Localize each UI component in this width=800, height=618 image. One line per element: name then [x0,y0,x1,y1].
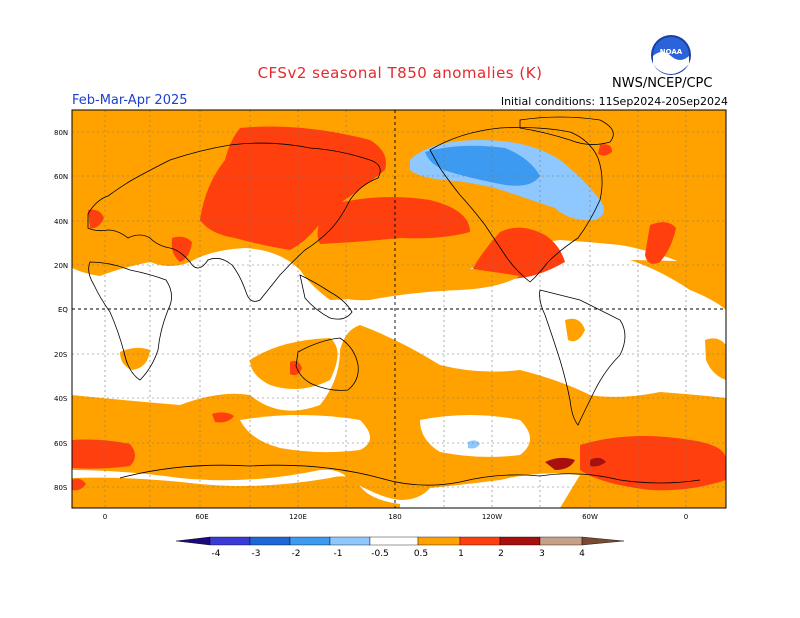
colorbar-segment [369,536,419,546]
initial-conditions: Initial conditions: 11Sep2024-20Sep2024 [500,95,728,108]
lat-labels: 80N 60N 40N 20N EQ 20S 40S 60S 80S [54,129,68,492]
agency-label: NWS/NCEP/CPC [612,76,713,91]
coastlines [87,116,701,486]
colorbar-label: 0.5 [414,549,428,559]
colorbar-label: -4 [212,549,221,559]
map-frame [71,109,727,509]
red-anomaly-south-atlantic [72,439,135,469]
noaa-logo-icon: NOAA [651,35,691,75]
lon-label: 0 [684,513,688,521]
map-title: CFSv2 seasonal T850 anomalies (K) [257,64,543,82]
lat-label: EQ [58,306,68,314]
lat-label: 20S [54,351,68,359]
colorbar-arrow-left [175,536,211,546]
colorbar-segment [417,536,461,546]
colorbar-label: -3 [252,549,261,559]
colorbar-segment [499,536,541,546]
colorbar-segment [539,536,583,546]
forecast-period: Feb-Mar-Apr 2025 [72,93,188,108]
lat-label: 60N [54,173,68,181]
map-fields [72,110,726,508]
colorbar-segment [329,536,371,546]
lon-label: 60W [582,513,598,521]
warm-anomaly-central-pacific [320,262,520,301]
lon-label: 60E [195,513,208,521]
lon-label: 180 [388,513,401,521]
colorbar-segment [289,536,331,546]
colorbar-segment [459,536,501,546]
colorbar-label: 4 [579,549,585,559]
lat-label: 80S [54,484,68,492]
lat-label: 80N [54,129,68,137]
lon-label: 0 [103,513,107,521]
red-anomaly-pacific [317,196,470,244]
colorbar-label: -1 [334,549,343,559]
lat-label: 20N [54,262,68,270]
lat-label: 60S [54,440,68,448]
colorbar-segment [209,536,251,546]
colorbar-label: 2 [498,549,504,559]
colorbar-label: -0.5 [371,549,389,559]
lat-label: 40S [54,395,68,403]
red-anomaly-asia [200,126,386,250]
logo-text: NOAA [660,48,683,56]
colorbar-segment [249,536,291,546]
lon-labels: 0 60E 120E 180 120W 60W 0 [103,513,688,521]
colorbar-arrow-right [581,536,625,546]
red-anomaly-mexico [470,227,565,280]
lon-label: 120W [482,513,502,521]
colorbar: -4 -3 -2 -1 -0.5 0.5 1 2 3 4 [175,536,625,559]
colorbar-label: -2 [292,549,301,559]
lon-label: 120E [289,513,307,521]
lat-lon-grid [72,110,726,508]
colorbar-label: 1 [458,549,464,559]
lat-label: 40N [54,218,68,226]
colorbar-label: 3 [539,549,545,559]
cold-anomaly-north-america [425,145,540,186]
